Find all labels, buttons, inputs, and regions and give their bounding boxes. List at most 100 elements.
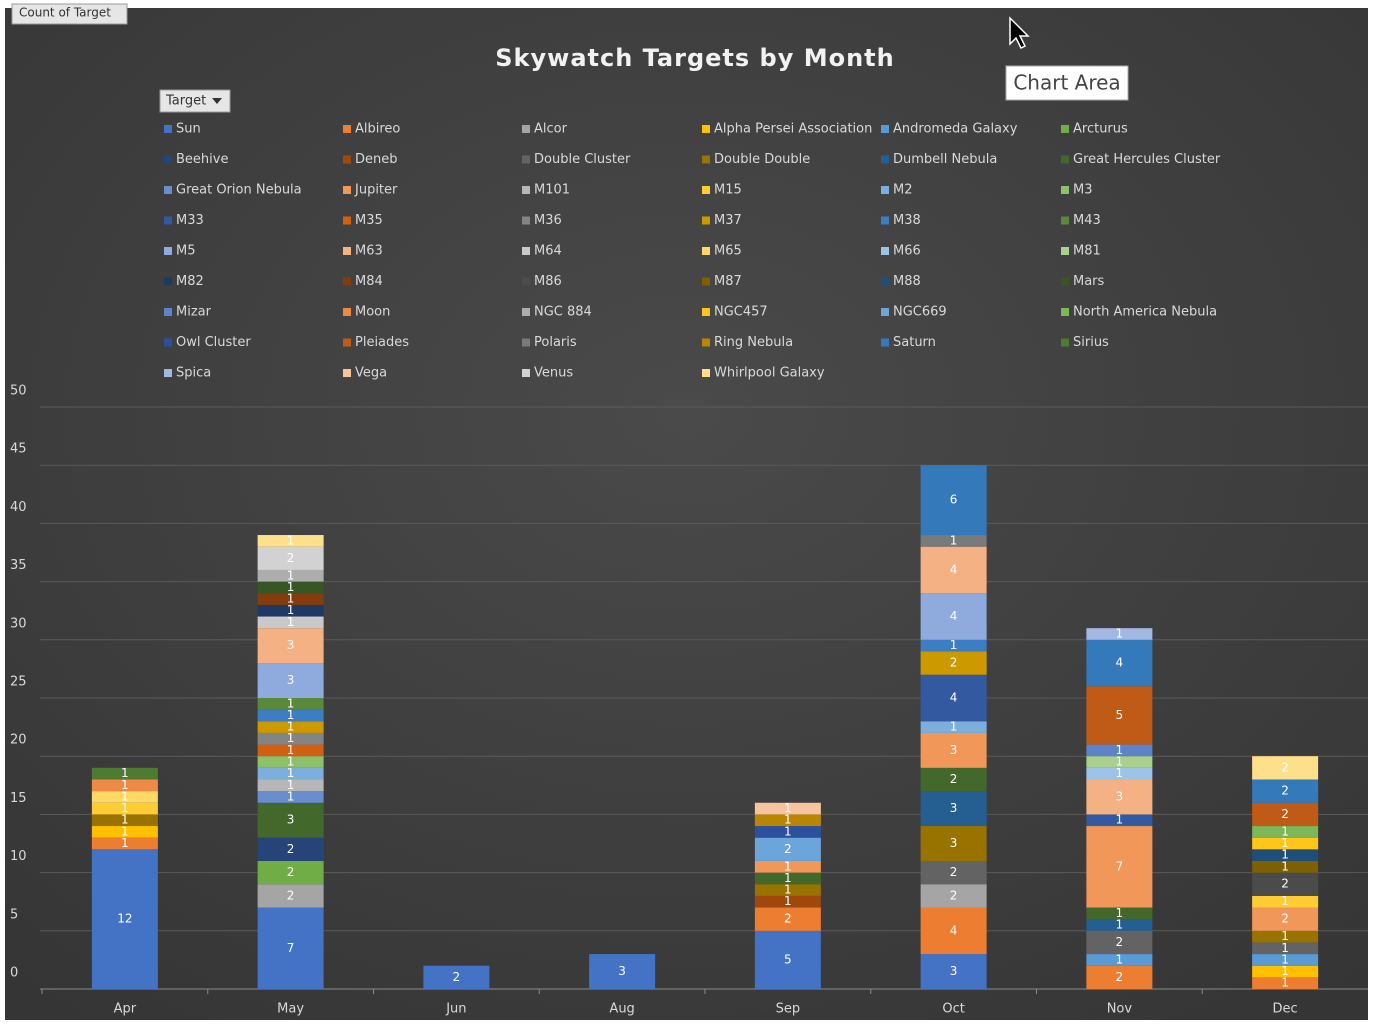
bar-segment xyxy=(257,604,324,617)
legend-label: M66 xyxy=(893,244,921,259)
legend-swatch xyxy=(702,308,710,316)
legend-label: M82 xyxy=(176,274,204,289)
field-button[interactable] xyxy=(11,3,128,25)
legend-label: M84 xyxy=(355,274,383,289)
data-label: 7 xyxy=(287,941,295,955)
legend-label: Sun xyxy=(176,122,201,137)
data-label: 2 xyxy=(287,888,295,902)
x-tick-label: Nov xyxy=(1107,1002,1133,1017)
legend-swatch xyxy=(881,308,889,316)
legend-label: M65 xyxy=(714,244,742,259)
bar-segment xyxy=(1086,756,1153,768)
legend-label: M86 xyxy=(534,274,562,289)
y-tick-label: 15 xyxy=(10,791,27,806)
legend-label: Whirlpool Galaxy xyxy=(714,366,825,381)
bar-segment xyxy=(257,732,324,745)
bar-segment xyxy=(1252,802,1319,827)
bar-segment xyxy=(920,593,987,640)
bar-segment xyxy=(920,639,987,652)
legend-swatch xyxy=(881,338,889,347)
legend-label: M63 xyxy=(355,244,383,259)
legend-swatch xyxy=(343,186,351,194)
y-tick-label: 0 xyxy=(10,966,18,981)
data-label: 2 xyxy=(1281,760,1289,774)
data-label: 1 xyxy=(287,766,295,780)
legend-label: NGC 884 xyxy=(534,305,592,320)
data-label: 2 xyxy=(950,772,958,786)
legend-swatch xyxy=(1061,216,1069,225)
legend-label: M5 xyxy=(176,244,196,259)
data-label: 1 xyxy=(950,638,958,652)
legend-label: Andromeda Galaxy xyxy=(893,122,1018,137)
legend-swatch xyxy=(343,247,351,255)
legend-swatch xyxy=(164,186,172,194)
bar-segment xyxy=(1086,826,1153,908)
bar-segment xyxy=(920,954,987,989)
legend-label: Arcturus xyxy=(1073,122,1128,137)
data-label: 1 xyxy=(784,883,792,897)
bar-segment xyxy=(920,826,987,861)
data-label: 1 xyxy=(950,533,958,547)
bar-segment xyxy=(920,791,987,827)
data-label: 1 xyxy=(1116,755,1124,769)
bar-segment xyxy=(257,663,324,698)
legend-swatch xyxy=(522,125,530,133)
legend-label: M81 xyxy=(1073,244,1101,259)
legend-title: Target xyxy=(165,94,206,109)
bar-segment xyxy=(257,802,324,838)
legend-swatch xyxy=(522,277,530,286)
legend-swatch xyxy=(702,125,710,133)
legend-swatch xyxy=(1061,308,1069,316)
bar-segment xyxy=(257,709,324,722)
bar-segment xyxy=(1252,965,1319,978)
data-label: 2 xyxy=(1281,912,1289,926)
bar-segment xyxy=(920,884,987,908)
legend-swatch xyxy=(343,155,351,164)
legend-label: M87 xyxy=(714,274,742,289)
legend-label: Double Double xyxy=(714,152,810,167)
legend-swatch xyxy=(881,216,889,225)
legend-swatch xyxy=(343,369,351,377)
data-label: 1 xyxy=(1116,917,1124,931)
bar-segment xyxy=(920,651,987,675)
legend-swatch xyxy=(522,369,530,377)
bar-segment xyxy=(1086,779,1153,815)
bar-segment xyxy=(1086,919,1153,931)
data-label: 2 xyxy=(453,970,461,984)
legend-swatch xyxy=(343,216,351,225)
bar-segment xyxy=(257,779,324,792)
data-label: 2 xyxy=(1281,877,1289,891)
legend-swatch xyxy=(522,308,530,316)
bar-segment xyxy=(1252,895,1319,908)
data-label: 1 xyxy=(287,603,295,617)
y-tick-label: 20 xyxy=(10,733,27,748)
legend-swatch xyxy=(164,247,172,255)
legend-label: M35 xyxy=(355,213,383,228)
legend-label: Alcor xyxy=(534,122,568,137)
data-label: 2 xyxy=(287,551,295,565)
legend-swatch xyxy=(343,277,351,286)
data-label: 1 xyxy=(287,708,295,722)
data-label: 1 xyxy=(1116,766,1124,780)
data-label: 1 xyxy=(287,731,295,745)
legend-label: Ring Nebula xyxy=(714,335,793,350)
y-tick-label: 10 xyxy=(10,849,27,864)
data-label: 3 xyxy=(950,743,958,757)
bar-segment xyxy=(257,616,324,629)
data-label: 1 xyxy=(1281,941,1289,955)
legend-filter-button[interactable] xyxy=(159,89,231,113)
legend-label: Mizar xyxy=(176,305,212,320)
bar-segment xyxy=(91,849,158,989)
legend-swatch xyxy=(343,338,351,347)
bar-segment xyxy=(257,884,324,908)
legend-label: Vega xyxy=(355,366,387,381)
bar-segment xyxy=(257,837,324,861)
legend-swatch xyxy=(1061,338,1069,347)
legend-swatch xyxy=(164,369,172,377)
legend-label: M3 xyxy=(1073,183,1093,198)
bar-segment xyxy=(1252,907,1319,931)
bar-segment xyxy=(1252,837,1319,850)
bar-segment xyxy=(1252,872,1319,896)
bar-segment xyxy=(1086,767,1153,780)
